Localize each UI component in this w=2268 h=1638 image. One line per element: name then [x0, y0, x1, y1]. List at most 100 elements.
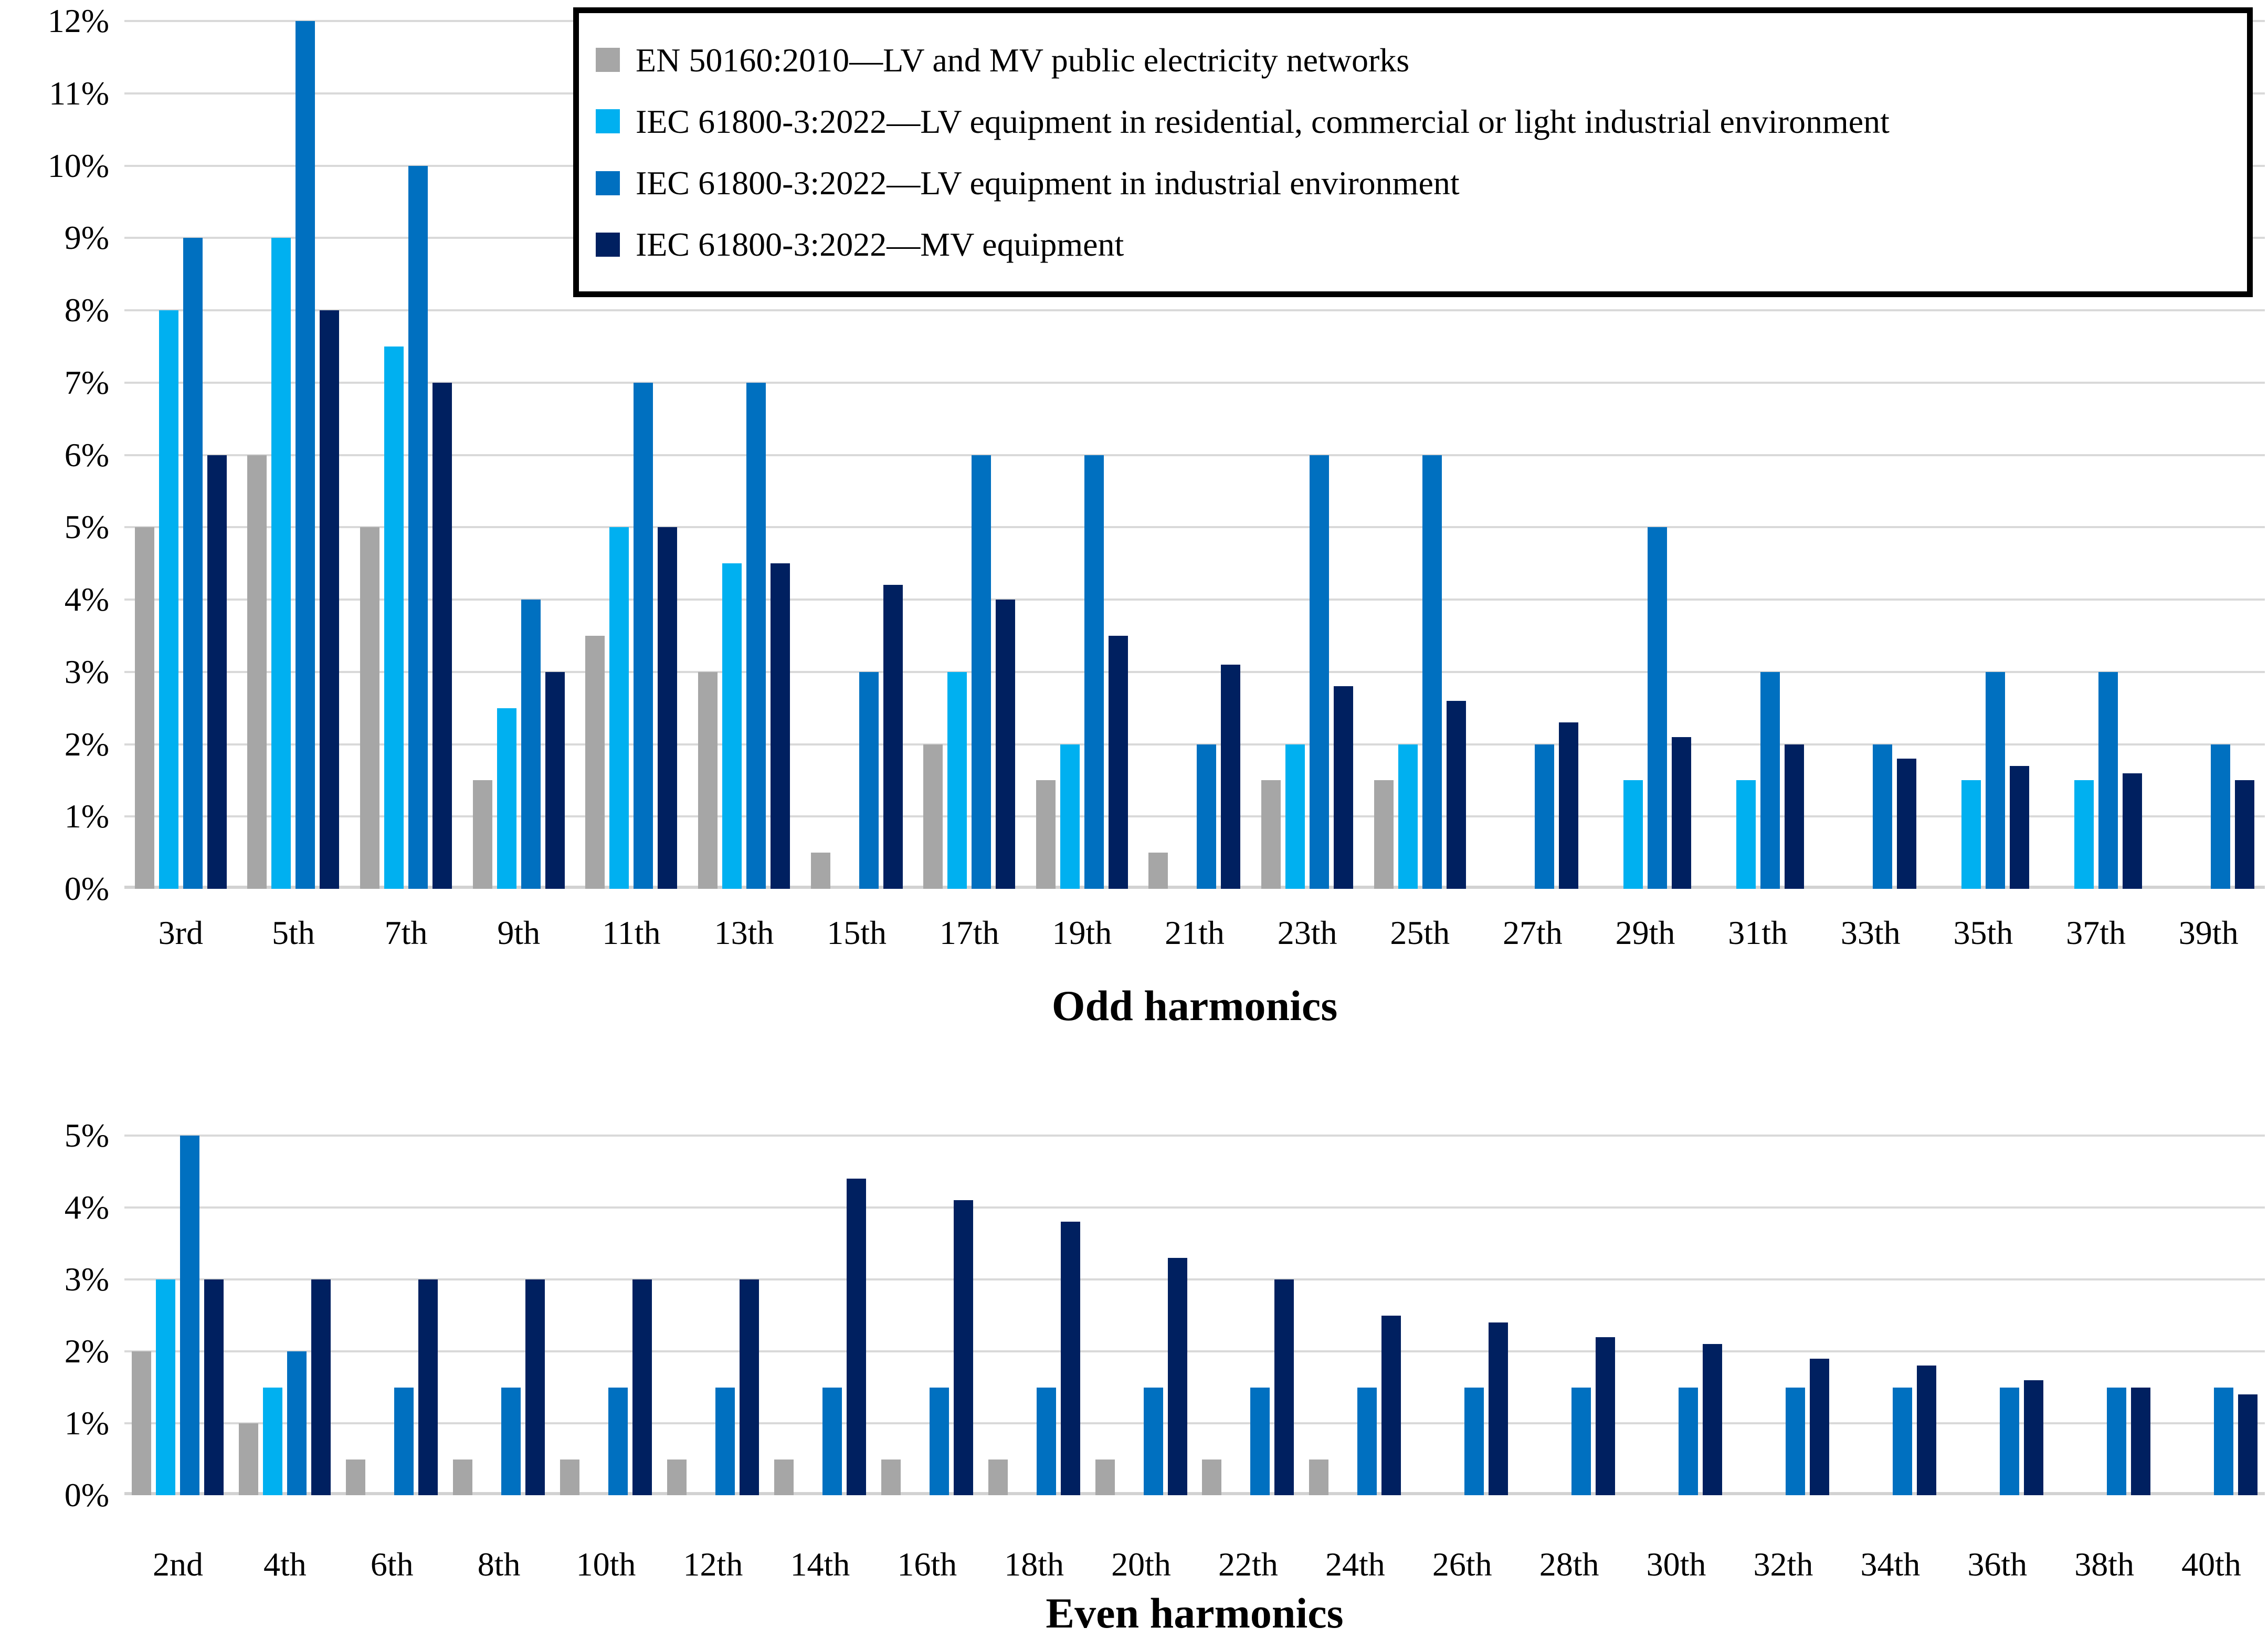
square-swatch-icon [596, 109, 620, 134]
bar [2098, 671, 2118, 889]
y-tick-label: 7% [64, 363, 109, 401]
bar [1221, 664, 1241, 889]
bar-group [1088, 1136, 1195, 1495]
x-tick-label: 40th [2181, 1546, 2241, 1583]
bar [263, 1387, 283, 1495]
bar-group [237, 21, 350, 889]
bar-group [2152, 21, 2265, 889]
x-tick-label: 37th [2066, 914, 2126, 951]
bar-group [1814, 21, 1927, 889]
square-swatch-icon [596, 232, 620, 257]
bar-group [1623, 1136, 1730, 1495]
y-tick-label: 9% [64, 219, 109, 257]
bar [947, 671, 967, 889]
bar-group [553, 1136, 660, 1495]
bar [1703, 1344, 1723, 1495]
bar [1036, 780, 1056, 889]
y-tick-label: 6% [64, 436, 109, 474]
bar [180, 1136, 200, 1495]
gridline [124, 598, 2265, 601]
bar [134, 527, 154, 889]
bar [207, 455, 227, 889]
square-swatch-icon [596, 48, 620, 72]
y-tick-label: 12% [47, 2, 109, 39]
legend-item: EN 50160:2010—LV and MV public electrici… [596, 43, 2237, 78]
bar [1285, 744, 1305, 889]
y-tick-label: 5% [64, 1117, 109, 1154]
x-tick-label: 33th [1840, 914, 1901, 951]
bar-group [766, 1136, 873, 1495]
gridline [124, 1135, 2265, 1137]
bar [1036, 1387, 1056, 1495]
gridline [124, 309, 2265, 311]
y-tick-label: 0% [64, 870, 109, 907]
bar [881, 1459, 901, 1495]
bar [1381, 1315, 1401, 1495]
bar [1108, 635, 1128, 889]
gridline [124, 526, 2265, 529]
bar [560, 1459, 580, 1495]
bar-group [1837, 1136, 1944, 1495]
y-tick-label: 5% [64, 508, 109, 546]
y-tick-label: 0% [64, 1476, 109, 1514]
bar [432, 382, 452, 889]
bar-group [1702, 21, 1815, 889]
bar-group [1251, 21, 1364, 889]
bar [739, 1279, 759, 1495]
square-swatch-icon [596, 171, 620, 195]
bar-group [2040, 21, 2153, 889]
bar [1197, 744, 1217, 889]
bar [632, 1279, 652, 1495]
bar [1167, 1257, 1187, 1495]
bar [1760, 671, 1780, 889]
bar-group [446, 1136, 553, 1495]
bar [1309, 1459, 1329, 1495]
bar [545, 671, 565, 889]
legend-item-label: IEC 61800-3:2022—MV equipment [636, 225, 1124, 263]
x-tick-label: 26th [1432, 1546, 1492, 1583]
x-tick-label: 11th [602, 914, 661, 951]
bar [923, 744, 943, 889]
bar [585, 635, 605, 889]
bar [972, 455, 991, 889]
x-tick-label: 24th [1325, 1546, 1385, 1583]
bar [472, 780, 492, 889]
y-tick-label: 1% [64, 797, 109, 835]
bar [1202, 1459, 1222, 1495]
bar [1648, 527, 1668, 889]
y-tick-label: 4% [64, 1189, 109, 1226]
bar-group [2158, 1136, 2265, 1495]
bar [156, 1279, 176, 1495]
x-axis-line [124, 1492, 2265, 1495]
bar [2213, 1387, 2233, 1495]
x-tick-label: 32th [1753, 1546, 1813, 1583]
bar [1489, 1322, 1509, 1495]
bar-group [1138, 21, 1251, 889]
gridline [124, 815, 2265, 818]
bar-group [339, 1136, 446, 1495]
bar-group [800, 21, 913, 889]
bar [1736, 780, 1756, 889]
bar [1250, 1387, 1270, 1495]
bar [346, 1459, 366, 1495]
y-tick-label: 1% [64, 1404, 109, 1442]
bar [810, 853, 830, 889]
x-tick-label: 19th [1052, 914, 1112, 951]
bar [1535, 744, 1555, 889]
bar [183, 238, 203, 889]
x-tick-label: 36th [1967, 1546, 2028, 1583]
bar [239, 1423, 259, 1495]
even-axis-title: Even harmonics [1046, 1589, 1344, 1637]
x-tick-label: 21th [1165, 914, 1225, 951]
bar [929, 1387, 949, 1495]
gridline [124, 1422, 2265, 1424]
even-bar-groups [124, 1136, 2265, 1495]
y-tick-label: 2% [64, 1332, 109, 1370]
odd-x-axis-labels: 3rd 5th 7th 9th 11th 13th 15th 17th 19th 21th 23th… [124, 916, 2265, 950]
bar [1060, 1222, 1080, 1495]
bar-group [575, 21, 688, 889]
x-tick-label: 18th [1004, 1546, 1064, 1583]
odd-y-axis-labels: 0% 1% 2% 3% 4% 5% 6% 7% 8% 9% 10% 11% 12% [0, 4, 117, 906]
bar [1809, 1358, 1829, 1495]
